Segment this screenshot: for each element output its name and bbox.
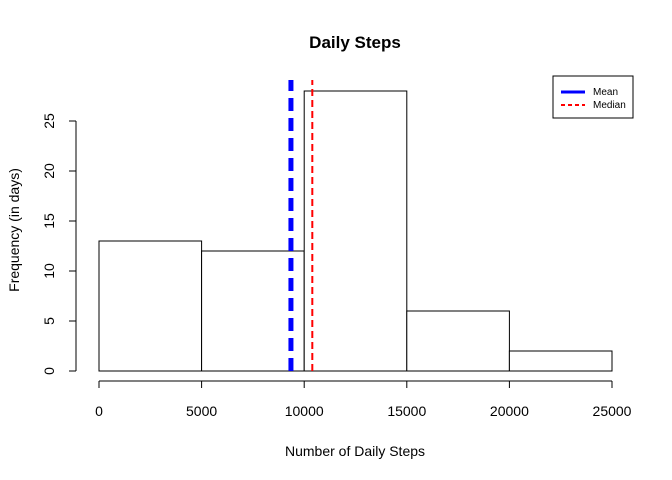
bars-group <box>98 90 613 372</box>
x-axis: 0 5000 10000 15000 20000 25000 <box>95 380 632 419</box>
y-tick-label-3: 15 <box>41 213 57 229</box>
y-tick-label-1: 5 <box>41 317 57 325</box>
legend-box <box>552 75 634 119</box>
chart-title: Daily Steps <box>309 33 401 52</box>
legend: Mean Median <box>552 75 634 119</box>
x-tick-label-3: 15000 <box>387 403 426 419</box>
y-tick-label-5: 25 <box>41 113 57 129</box>
y-tick-label-0: 0 <box>41 367 57 375</box>
y-axis-label: Frequency (in days) <box>6 168 22 292</box>
y-tick-label-2: 10 <box>41 263 57 279</box>
histogram-bar-0 <box>98 240 203 372</box>
histogram-bar-4 <box>508 350 613 372</box>
y-axis: 0 5 10 15 20 25 <box>41 113 77 375</box>
x-tick-label-4: 20000 <box>490 403 529 419</box>
x-tick-label-5: 25000 <box>593 403 632 419</box>
histogram-bar-2 <box>303 90 408 372</box>
legend-label-median: Median <box>593 100 626 111</box>
x-tick-label-0: 0 <box>95 403 103 419</box>
x-axis-label: Number of Daily Steps <box>285 443 425 459</box>
x-tick-label-1: 5000 <box>186 403 217 419</box>
histogram-bar-3 <box>406 310 510 372</box>
x-tick-label-2: 10000 <box>285 403 324 419</box>
reference-lines <box>288 80 314 371</box>
histogram-bar-1 <box>201 250 305 372</box>
y-tick-label-4: 20 <box>41 163 57 179</box>
legend-label-mean: Mean <box>593 87 618 98</box>
